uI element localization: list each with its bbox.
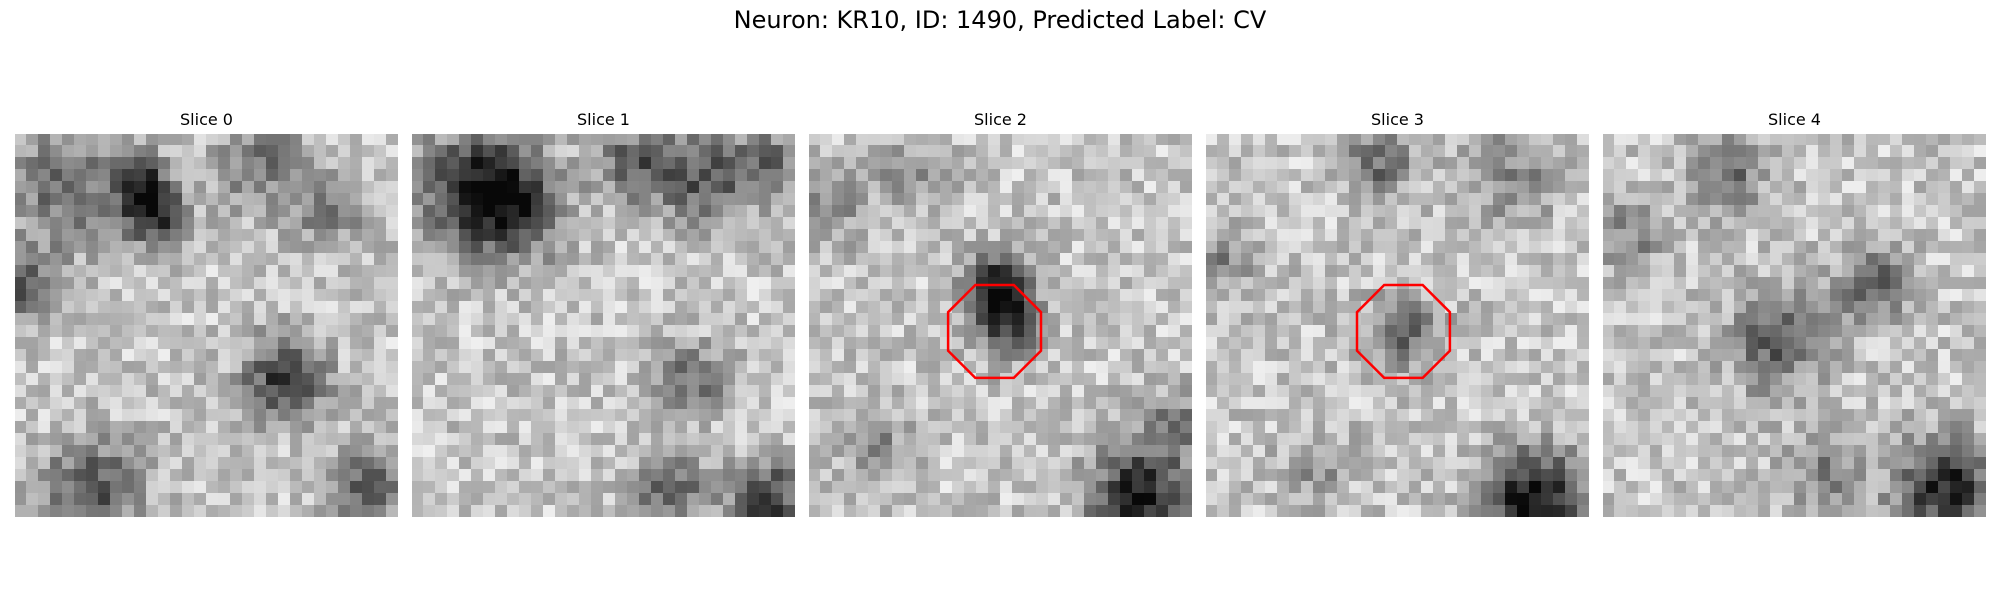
- slice-image-4: [1603, 134, 1986, 517]
- slice-image-0: [15, 134, 398, 517]
- slice-image-2: [809, 134, 1192, 517]
- slice-image-3: [1206, 134, 1589, 517]
- roi-octagon-marker: [1355, 283, 1452, 380]
- slice-panel-3: Slice 3: [1206, 108, 1589, 517]
- slice-title-2: Slice 2: [974, 110, 1027, 129]
- slice-panel-4: Slice 4: [1603, 108, 1986, 517]
- slice-panel-0: Slice 0: [15, 108, 398, 517]
- figure-title: Neuron: KR10, ID: 1490, Predicted Label:…: [733, 6, 1267, 34]
- roi-octagon-marker: [946, 283, 1043, 380]
- slice-title-4: Slice 4: [1768, 110, 1821, 129]
- slice-title-1: Slice 1: [577, 110, 630, 129]
- slice-title-3: Slice 3: [1371, 110, 1424, 129]
- slice-image-1: [412, 134, 795, 517]
- slice-panel-1: Slice 1: [412, 108, 795, 517]
- slice-title-0: Slice 0: [180, 110, 233, 129]
- slice-panel-2: Slice 2: [809, 108, 1192, 517]
